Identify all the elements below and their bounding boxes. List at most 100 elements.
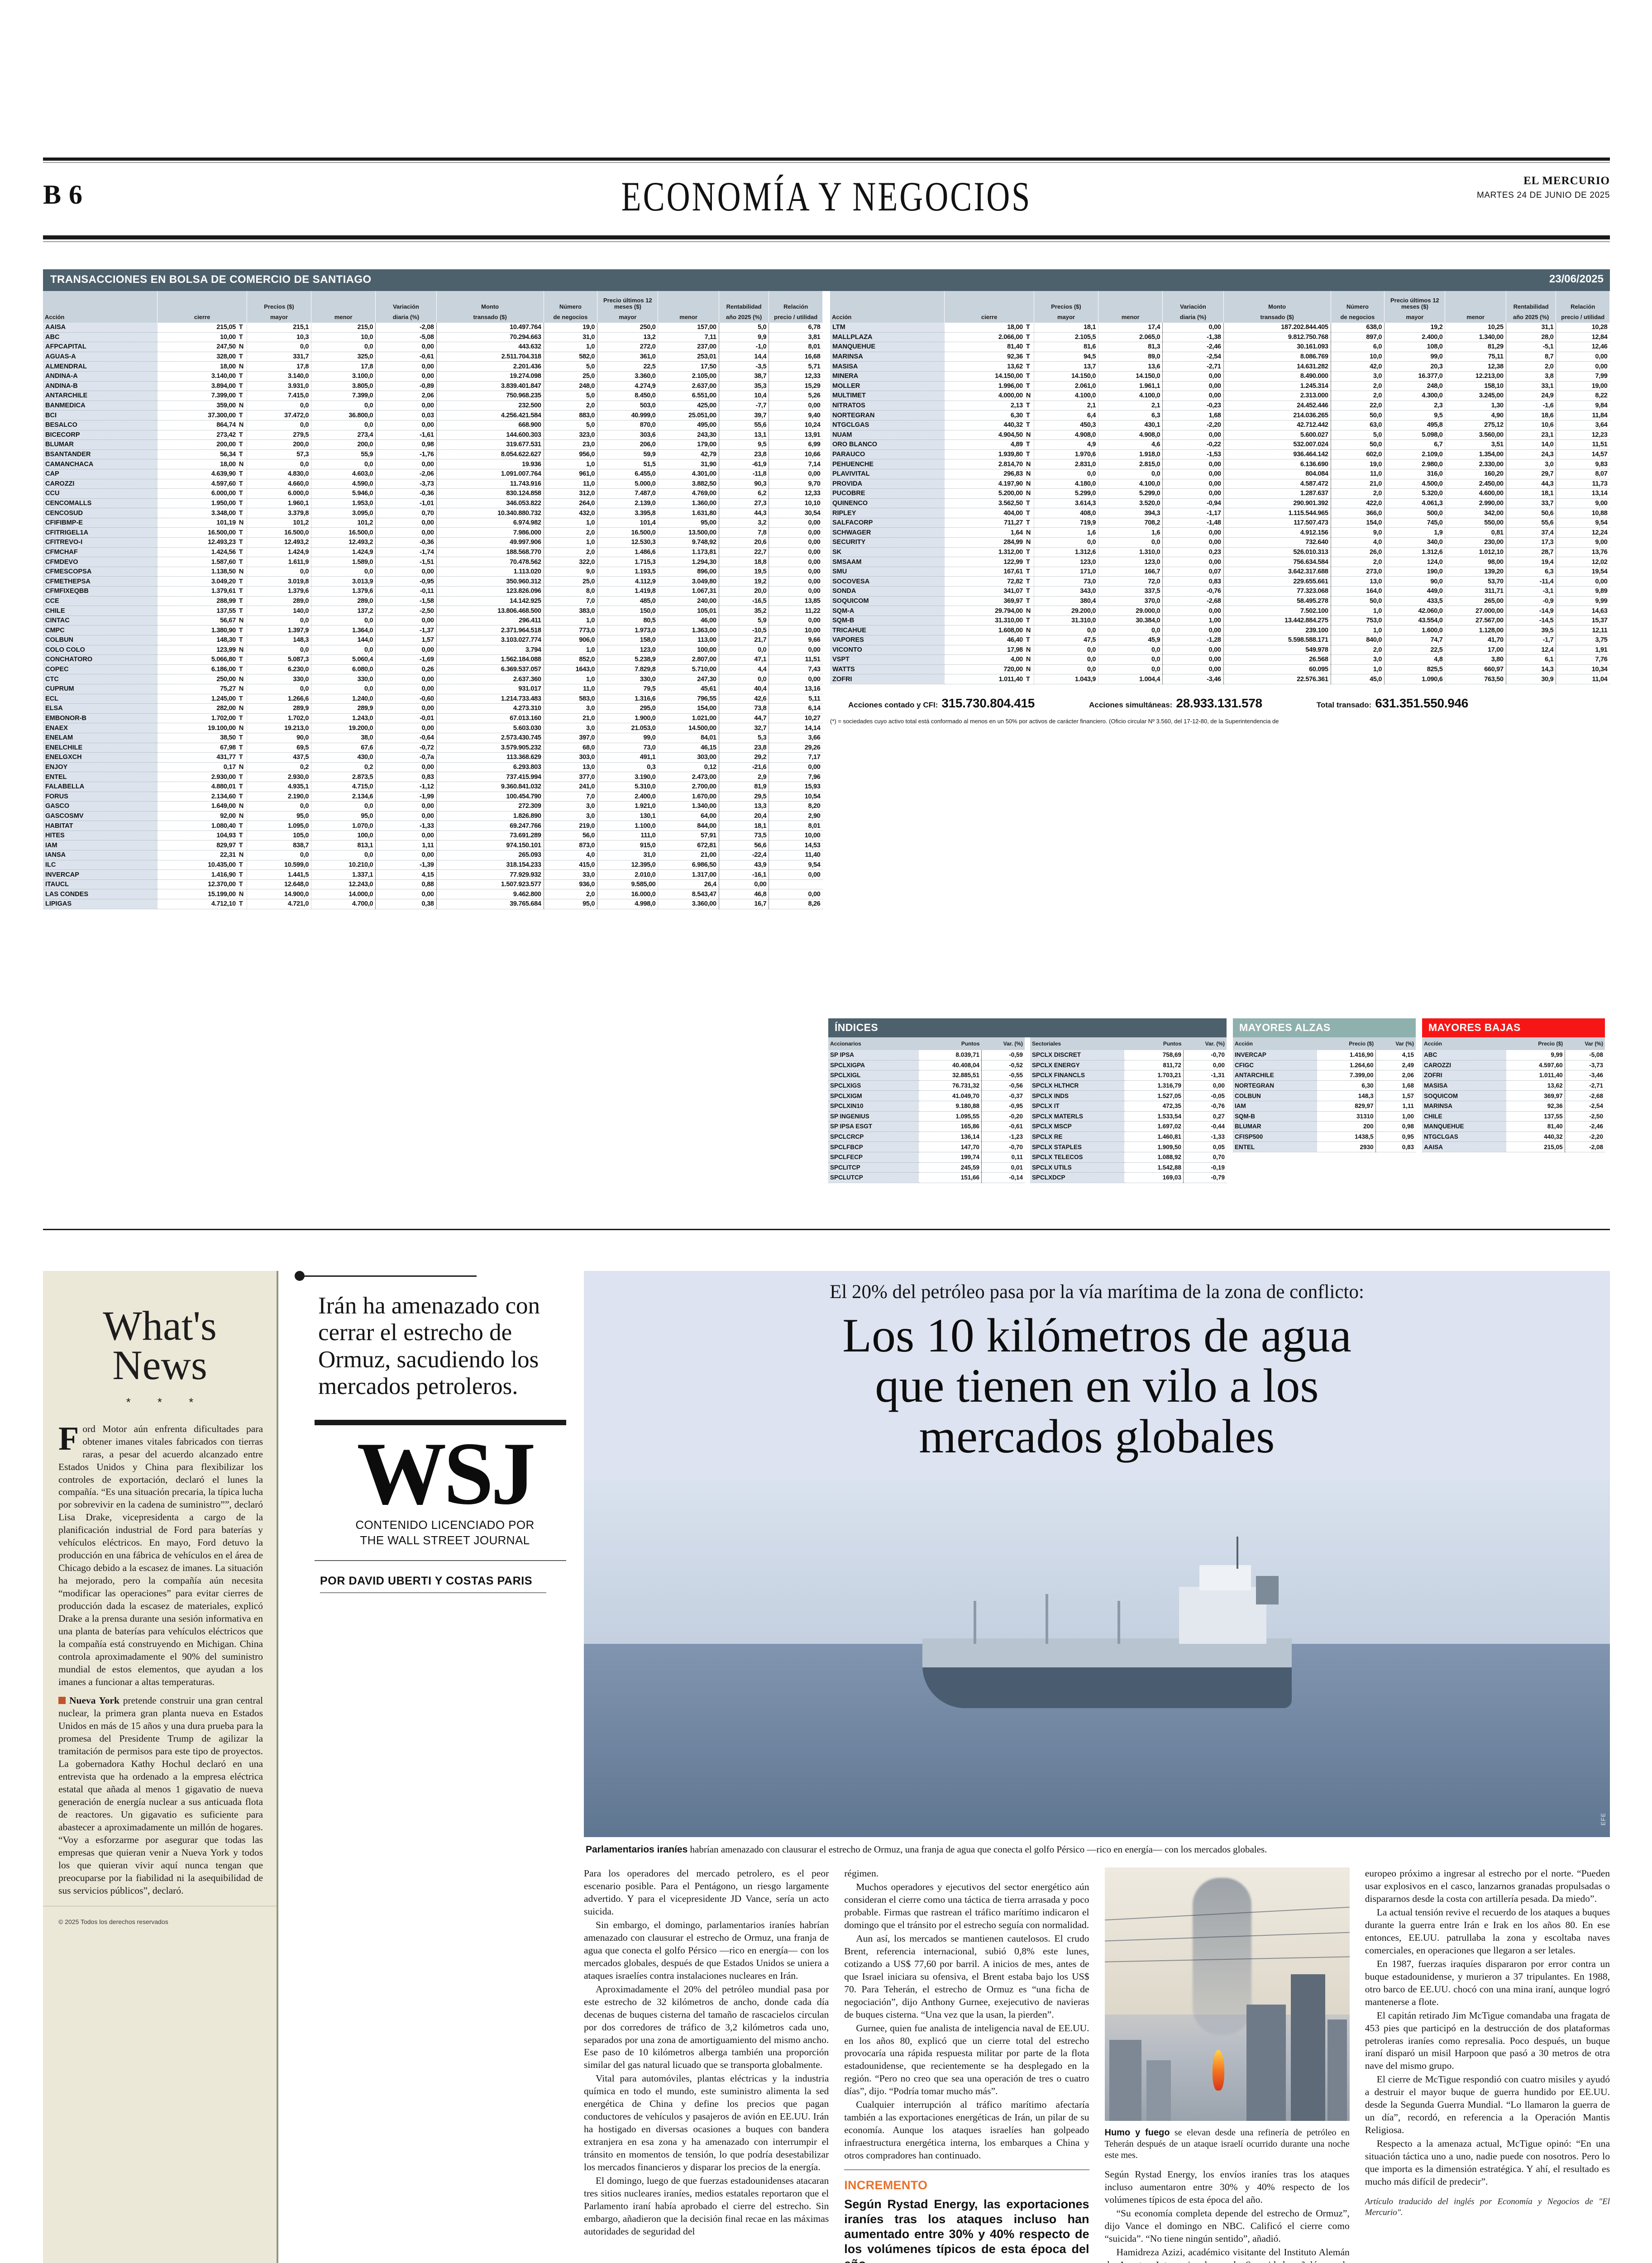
- cell-value: 312,0: [543, 488, 597, 499]
- indices-accionarios-rows: SP IPSA 8.039,71 -0,59 SPCLXIGPA 40.408,04 -0…: [828, 1050, 1025, 1183]
- cell-value: 773,0: [543, 625, 597, 635]
- cell-points: 1.703,21: [1124, 1070, 1184, 1081]
- cell-points: 136,14: [918, 1132, 982, 1142]
- cell-value: 896,00: [658, 567, 719, 577]
- cell-value: 123.826.096: [436, 586, 544, 597]
- cell-accion: ZOFRI: [830, 674, 945, 684]
- cell-points: 8.039,71: [918, 1050, 982, 1060]
- table-row: SPCLITCP 245,59 0,01: [828, 1162, 1025, 1173]
- cell-value: 956,0: [543, 449, 597, 460]
- cell-value: 53,70: [1445, 576, 1506, 587]
- cell-variation: -0,61: [981, 1121, 1025, 1132]
- cell-points: 1.909,50: [1124, 1141, 1184, 1152]
- table-row: SPCLX MSCP 1.697,02 -0,44: [1030, 1121, 1227, 1132]
- cell-accion: SALFACORP: [830, 518, 945, 528]
- cell-value: 13.500,00: [658, 527, 719, 538]
- cell-value: 3,0: [543, 703, 597, 714]
- table-row: AGUAS-A 328,00 T 331,7 325,0 -0,61 2.511.704.3…: [43, 352, 823, 362]
- col-p12-menor-r: menor: [1445, 291, 1506, 323]
- cell-value: 16.500,00 T: [157, 527, 247, 538]
- cell-value: 415,0: [543, 860, 597, 870]
- story-paragraph: Para los operadores del mercado petroler…: [584, 1868, 829, 1917]
- cell-value: 9,54: [769, 860, 823, 870]
- cell-value: 1.973,0: [597, 625, 658, 635]
- cell-value: 95,00: [658, 518, 719, 528]
- story-paragraph: Hamidreza Azizi, académico visitante del…: [1105, 2246, 1350, 2263]
- cell-value: 73,8: [718, 703, 769, 714]
- ship-hull: [922, 1665, 1292, 1709]
- cell-value: 18,1: [1033, 323, 1098, 333]
- table-row: RIPLEY 404,00 T 408,0 394,3 -1,17 1.115.544.96…: [830, 508, 1610, 518]
- cell-value: 37,4: [1505, 527, 1556, 538]
- cell-value: 264,0: [543, 498, 597, 509]
- cell-value: 318.154.233: [436, 860, 544, 870]
- cell-variation: -2,08: [1564, 1141, 1605, 1152]
- col-rentabilidad: Rentabilidad año 2025 (%): [718, 291, 769, 323]
- cell-value: 1.715,3: [597, 557, 658, 567]
- cell-value: -3,1: [1505, 586, 1556, 597]
- cell-value: 3.642.317.688: [1223, 567, 1331, 577]
- cell-value: 100,00: [658, 645, 719, 655]
- cell-value: 38,50 T: [157, 733, 247, 743]
- story-paragraph: europeo próximo a ingresar al estrecho p…: [1365, 1868, 1610, 1905]
- cell-value: 14.500,00: [658, 723, 719, 733]
- cell-value: 230,00: [1445, 537, 1506, 548]
- cell-variation: -0,70: [981, 1141, 1025, 1152]
- table-row: SPCLUTCP 151,66 -0,14: [828, 1172, 1025, 1183]
- cell-value: -21,6: [718, 762, 769, 773]
- ship-crane-3: [1117, 1601, 1120, 1644]
- cell-value: 56,67 N: [157, 616, 247, 626]
- cell-value: 248,0: [543, 381, 597, 391]
- cell-value: 3,8: [1505, 371, 1556, 382]
- col-monto: Monto transado ($): [436, 291, 544, 323]
- cell-value: 41,70: [1445, 635, 1506, 645]
- story-column-4-text: europeo próximo a ingresar al estrecho p…: [1365, 1867, 1610, 2188]
- cell-value: 28,7: [1505, 547, 1556, 558]
- cell-accion: BANMEDICA: [43, 401, 158, 411]
- cell-value: 69.247.766: [436, 821, 544, 831]
- cell-value: 17,50: [658, 361, 719, 372]
- cell-points: 165,86: [918, 1121, 982, 1132]
- stock-banner-title: TRANSACCIONES EN BOLSA DE COMERCIO DE SA…: [50, 273, 372, 286]
- cell-variation: -0,76: [1183, 1101, 1227, 1112]
- hdr-var-a: Var. (%): [981, 1037, 1025, 1050]
- cell-value: 8,0: [543, 586, 597, 597]
- cell-value: 3.614,3: [1033, 498, 1098, 509]
- cell-value: 80,5: [597, 616, 658, 626]
- cell-value: 763,50: [1445, 674, 1506, 684]
- table-row: VSPT 4,00 N 0,0 0,0 0,00 26.568 3,0 4,8 3,80 6,1 7,…: [830, 654, 1610, 665]
- cell-value: 296,83 N: [944, 469, 1034, 479]
- total-value: 315.730.804.415: [941, 696, 1035, 710]
- whats-news-copyright: © 2025 Todos los derechos reservados: [43, 1906, 277, 1925]
- cell-value: 72,0: [1098, 576, 1163, 587]
- cell-value: 19,4: [1505, 557, 1556, 567]
- stock-banner: TRANSACCIONES EN BOLSA DE COMERCIO DE SA…: [43, 269, 1610, 291]
- cell-variation: -0,70: [1183, 1050, 1227, 1060]
- cell-value: 4.587.472: [1223, 479, 1331, 489]
- story-headline: Los 10 kilómetros de agua que tienen en …: [597, 1310, 1596, 1461]
- cell-accion: ANDINA-A: [43, 371, 158, 382]
- cell-variation: 2,06: [1375, 1070, 1416, 1081]
- cell-value: -16,5: [718, 596, 769, 606]
- cell-value: 26,4: [658, 879, 719, 890]
- table-row: SPCLX UTILS 1.542,88 -0,19: [1030, 1162, 1227, 1173]
- wsj-deck-column: Irán ha amenazado con cerrar el estrecho…: [295, 1271, 575, 1594]
- cell-value: -1,99: [375, 792, 437, 802]
- table-row: BLUMAR 200 0,98: [1233, 1121, 1416, 1132]
- cell-value: 4.274,9: [597, 381, 658, 391]
- cell-value: 0,00: [375, 401, 437, 411]
- cell-value: 20,0: [718, 586, 769, 597]
- cell-value: 22,31 N: [157, 850, 247, 860]
- cell-value: 2,1: [1033, 401, 1098, 411]
- table-row: SPCLXIN10 9.180,88 -0,95: [828, 1101, 1025, 1112]
- cell-value: 437,5: [246, 752, 311, 763]
- cell-value: 275,12: [1445, 420, 1506, 430]
- cell-variation: 1,68: [1375, 1080, 1416, 1091]
- col-relacion: Relación precio / utilidad: [769, 291, 823, 323]
- cell-variation: 1,00: [1375, 1111, 1416, 1122]
- cell-value: 1.379,61 T: [157, 586, 247, 597]
- cell-value: 30,9: [1505, 674, 1556, 684]
- cell-accion: CTC: [43, 674, 158, 684]
- cell-value: 1.702,00 T: [157, 713, 247, 724]
- cell-value: 11,51: [769, 654, 823, 665]
